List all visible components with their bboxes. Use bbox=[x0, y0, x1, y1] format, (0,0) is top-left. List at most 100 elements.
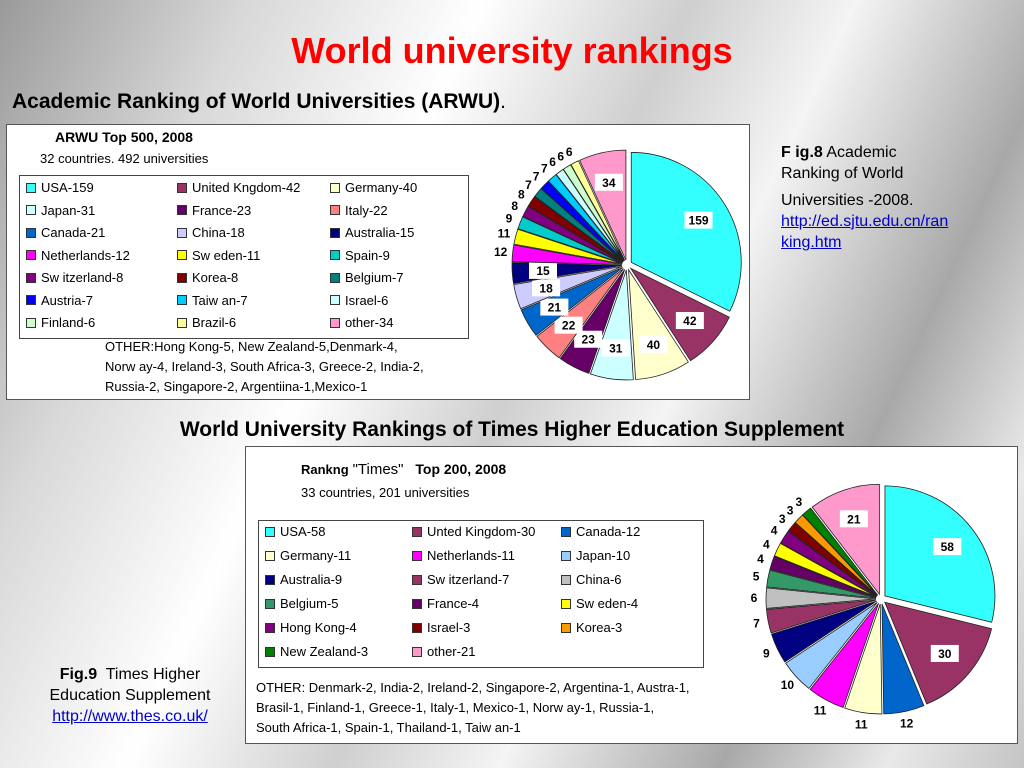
legend-swatch bbox=[26, 182, 36, 193]
legend-item: Belgium-7 bbox=[330, 270, 404, 285]
legend-label: Italy-22 bbox=[345, 202, 388, 218]
data-label: 42 bbox=[683, 314, 697, 328]
legend-label: Germany-40 bbox=[345, 180, 418, 195]
legend-label: USA-159 bbox=[41, 180, 94, 195]
fig9-label: Fig.9 bbox=[59, 666, 98, 683]
legend-item: New Zealand-3 bbox=[265, 644, 368, 659]
data-label-bg bbox=[933, 538, 962, 556]
pie-slice bbox=[771, 600, 877, 663]
legend-swatch bbox=[26, 317, 36, 328]
legend-swatch bbox=[177, 272, 187, 283]
legend-swatch bbox=[412, 598, 422, 609]
data-label: 7 bbox=[753, 617, 760, 631]
legend-item: other-34 bbox=[330, 315, 393, 330]
legend-item: Canada-12 bbox=[561, 524, 640, 539]
legend-label: China-18 bbox=[192, 225, 245, 240]
fig8-link[interactable]: king.htm bbox=[781, 234, 842, 251]
data-label: 21 bbox=[847, 512, 861, 526]
data-label-bg bbox=[675, 312, 704, 330]
times-chart-panel: Rankng "Times" Top 200, 2008 33 countrie… bbox=[245, 446, 1018, 744]
pie-slice bbox=[630, 151, 742, 312]
legend-item: Sw itzerland-7 bbox=[412, 572, 509, 587]
data-label: 4 bbox=[771, 523, 778, 537]
legend-label: other-21 bbox=[427, 644, 476, 659]
legend-item: Belgium-5 bbox=[265, 596, 339, 611]
arwu-heading-suffix: . bbox=[500, 90, 506, 113]
legend-item: other-21 bbox=[412, 644, 475, 659]
legend-item: Sw eden-11 bbox=[177, 248, 260, 263]
data-label: 18 bbox=[539, 281, 553, 295]
pie-slice bbox=[536, 268, 624, 359]
legend-item: Unted Kingdom-30 bbox=[412, 524, 535, 539]
times-heading: World University Rankings of Times Highe… bbox=[179, 418, 845, 441]
legend-swatch bbox=[561, 622, 571, 633]
legend-label: Hong Kong-4 bbox=[280, 620, 357, 635]
times-chart-title-suffix: Top 200, 2008 bbox=[415, 461, 507, 477]
data-label: 159 bbox=[689, 214, 709, 228]
data-label: 40 bbox=[647, 338, 661, 352]
fig8-text: Ranking of World bbox=[781, 165, 904, 182]
legend-swatch bbox=[265, 574, 275, 585]
legend-item: Hong Kong-4 bbox=[265, 620, 357, 635]
fig8-link[interactable]: http://ed.sjtu.edu.cn/ran bbox=[781, 213, 949, 230]
legend-label: Netherlands-12 bbox=[41, 247, 130, 263]
legend-label: Japan-31 bbox=[41, 202, 96, 218]
fig9-link[interactable]: http://www.thes.co.uk/ bbox=[52, 708, 208, 725]
arwu-other-note-line: Russia-2, Singapore-2, Argentiina-1,Mexi… bbox=[105, 379, 368, 394]
legend-swatch bbox=[330, 250, 340, 260]
legend-swatch bbox=[412, 646, 422, 657]
arwu-heading-text: Academic Ranking of World Universities (… bbox=[12, 90, 501, 113]
legend-item: Brazil-6 bbox=[177, 315, 236, 330]
legend-swatch bbox=[265, 550, 275, 561]
times-other-note-line: OTHER: Denmark-2, India-2, Ireland-2, Si… bbox=[256, 680, 690, 695]
legend-item: France-23 bbox=[177, 203, 251, 218]
legend-swatch bbox=[177, 205, 187, 215]
legend-label: Australia-15 bbox=[345, 225, 415, 240]
pie-slice bbox=[522, 205, 623, 264]
legend-item: Sw eden-4 bbox=[561, 596, 638, 611]
data-label: 30 bbox=[938, 647, 952, 661]
data-label: 6 bbox=[751, 591, 758, 605]
arwu-chart-subtitle: 32 countries. 492 universities bbox=[40, 151, 209, 166]
times-chart-title: Rankng "Times" Top 200, 2008 bbox=[301, 461, 506, 478]
legend-swatch bbox=[330, 272, 340, 283]
pie-slice bbox=[802, 507, 879, 596]
pie-slice bbox=[570, 160, 626, 261]
data-label-bg bbox=[684, 211, 713, 229]
data-label: 4 bbox=[763, 537, 770, 551]
data-label: 6 bbox=[549, 155, 556, 169]
pie-slice bbox=[765, 587, 877, 609]
data-label: 6 bbox=[566, 145, 573, 159]
legend-label: Sw itzerland-7 bbox=[427, 572, 510, 587]
pie-slice bbox=[511, 244, 623, 265]
legend-swatch bbox=[330, 205, 340, 215]
data-label: 4 bbox=[757, 552, 764, 566]
pie-slice bbox=[809, 603, 879, 709]
legend-label: China-6 bbox=[576, 572, 622, 587]
arwu-other-note: OTHER:Hong Kong-5, New Zealand-5,Denmark… bbox=[105, 337, 424, 397]
pie-slice bbox=[773, 542, 877, 598]
data-label: 6 bbox=[557, 150, 564, 164]
pie-slice bbox=[766, 569, 877, 599]
data-label: 11 bbox=[814, 703, 827, 717]
legend-swatch bbox=[177, 182, 187, 193]
legend-swatch bbox=[330, 295, 340, 305]
times-chart-title-prefix: Rankng bbox=[301, 462, 349, 477]
legend-label: Netherlands-11 bbox=[427, 548, 515, 563]
legend-swatch bbox=[265, 598, 275, 609]
pie-slice bbox=[540, 180, 624, 262]
legend-item: China-6 bbox=[561, 572, 622, 587]
legend-label: Germany-11 bbox=[280, 548, 352, 563]
legend-item: Israel-3 bbox=[412, 620, 470, 635]
legend-label: Canada-21 bbox=[41, 225, 106, 240]
legend-swatch bbox=[26, 227, 36, 238]
legend-label: Sw eden-4 bbox=[576, 596, 639, 611]
legend-swatch bbox=[561, 550, 571, 561]
legend-swatch bbox=[265, 622, 275, 633]
legend-label: Canada-12 bbox=[576, 524, 641, 539]
legend-label: Korea-8 bbox=[192, 270, 239, 285]
legend-swatch bbox=[330, 317, 340, 328]
data-label: 58 bbox=[941, 540, 955, 554]
fig9-caption: Fig.9 Times Higher Education Supplement … bbox=[20, 664, 240, 727]
